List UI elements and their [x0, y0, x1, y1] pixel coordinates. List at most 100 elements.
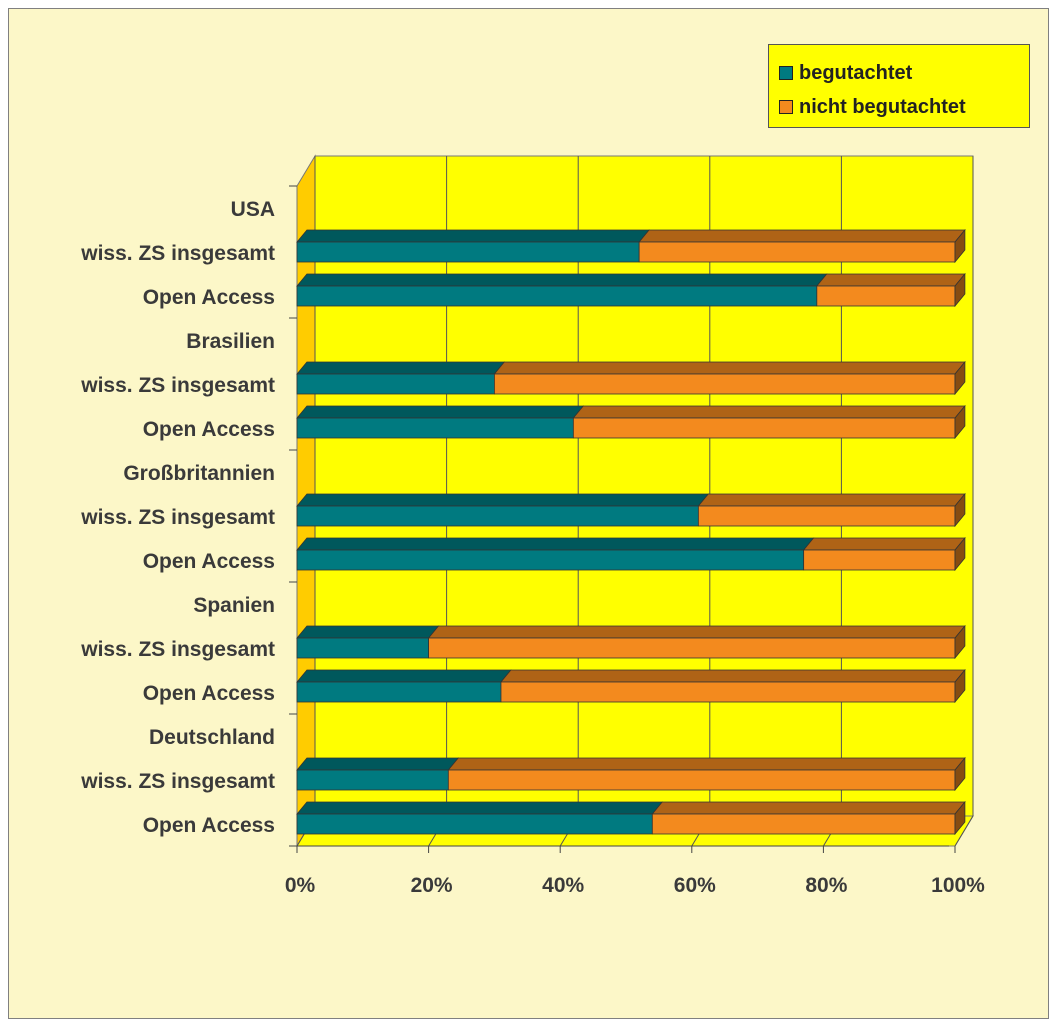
bar-1-7 — [296, 493, 710, 527]
bar-front-face — [697, 505, 956, 527]
bar-2-7 — [697, 492, 966, 528]
bar-side-face — [954, 668, 966, 704]
bar-front-face — [296, 505, 699, 527]
bar-top-face — [697, 493, 966, 507]
bar-1-4 — [296, 361, 506, 395]
bar-2-2 — [815, 272, 966, 308]
bar-top-face — [296, 669, 512, 683]
bar-top-face — [296, 801, 664, 815]
bar-front-face — [296, 549, 805, 571]
bar-2-11 — [500, 668, 966, 704]
bar-1-1 — [296, 229, 650, 263]
bar-2-4 — [493, 360, 966, 396]
bar-top-face — [296, 273, 828, 287]
bar-front-face — [500, 681, 956, 703]
x-tick-label: 40% — [542, 874, 584, 897]
x-tick-label: 0% — [285, 874, 316, 897]
bar-1-11 — [296, 669, 512, 703]
bar-front-face — [296, 813, 653, 835]
bar-top-face — [296, 537, 815, 551]
x-tick-label: 60% — [674, 874, 716, 897]
category-label: Brasilien — [186, 330, 275, 353]
bar-front-face — [296, 373, 495, 395]
bar-side-face — [954, 404, 966, 440]
bar-front-face — [651, 813, 956, 835]
legend-swatch-series-1 — [779, 66, 793, 80]
legend-item-series-2: nicht begutachtet — [779, 94, 966, 120]
bar-1-2 — [296, 273, 828, 307]
category-label: wiss. ZS insgesamt — [80, 638, 275, 661]
bar-front-face — [296, 681, 502, 703]
bar-side-face — [954, 272, 966, 308]
bar-1-10 — [296, 625, 440, 659]
x-tick-label: 20% — [411, 874, 453, 897]
x-tick-label: 80% — [805, 874, 847, 897]
bar-2-13 — [447, 756, 966, 792]
bar-front-face — [428, 637, 956, 659]
x-tick-label: 100% — [931, 874, 985, 897]
category-label: wiss. ZS insgesamt — [80, 374, 275, 397]
bar-1-5 — [296, 405, 585, 439]
bar-top-face — [296, 493, 710, 507]
bar-front-face — [572, 417, 956, 439]
bar-top-face — [296, 405, 585, 419]
legend-swatch-series-2 — [779, 100, 793, 114]
category-label: Open Access — [143, 682, 275, 705]
chart-legend: begutachtet nicht begutachtet — [768, 44, 1030, 128]
bar-top-face — [296, 757, 460, 771]
bar-front-face — [638, 241, 956, 263]
category-label: Großbritannien — [123, 462, 275, 485]
category-label: Deutschland — [149, 726, 275, 749]
bar-2-1 — [638, 228, 966, 264]
category-label: Open Access — [143, 550, 275, 573]
bar-top-face — [427, 625, 966, 639]
bar-front-face — [803, 549, 956, 571]
category-label: Open Access — [143, 418, 275, 441]
bar-front-face — [296, 637, 430, 659]
bar-top-face — [802, 537, 966, 551]
bar-1-8 — [296, 537, 815, 571]
bar-front-face — [296, 241, 640, 263]
bar-2-5 — [572, 404, 966, 440]
legend-label-series-1: begutachtet — [799, 61, 913, 84]
category-label: Open Access — [143, 814, 275, 837]
bar-top-face — [500, 669, 966, 683]
bar-1-13 — [296, 757, 460, 791]
category-label: Open Access — [143, 286, 275, 309]
category-label: wiss. ZS insgesamt — [80, 242, 275, 265]
category-label: wiss. ZS insgesamt — [80, 506, 275, 529]
bar-top-face — [447, 757, 966, 771]
bar-top-face — [296, 625, 440, 639]
bar-top-face — [815, 273, 966, 287]
bar-2-10 — [427, 624, 966, 660]
legend-label-series-2: nicht begutachtet — [799, 95, 966, 118]
bar-top-face — [296, 361, 506, 375]
bar-side-face — [954, 756, 966, 792]
bar-front-face — [296, 769, 449, 791]
bar-side-face — [954, 360, 966, 396]
bar-top-face — [296, 229, 650, 243]
bar-top-face — [638, 229, 966, 243]
bar-side-face — [954, 624, 966, 660]
bar-front-face — [816, 285, 956, 307]
bar-front-face — [493, 373, 956, 395]
gridline-floor — [954, 815, 974, 847]
bar-2-8 — [802, 536, 966, 572]
bar-front-face — [447, 769, 956, 791]
bar-side-face — [954, 800, 966, 836]
category-label: Spanien — [193, 594, 275, 617]
bar-top-face — [572, 405, 966, 419]
bar-front-face — [296, 285, 818, 307]
category-label: wiss. ZS insgesamt — [80, 770, 275, 793]
bar-side-face — [954, 536, 966, 572]
category-label: USA — [231, 198, 275, 221]
legend-item-series-1: begutachtet — [779, 60, 912, 86]
bar-2-14 — [651, 800, 966, 836]
bar-side-face — [954, 492, 966, 528]
bar-top-face — [651, 801, 966, 815]
bar-side-face — [954, 228, 966, 264]
bar-1-14 — [296, 801, 664, 835]
bar-front-face — [296, 417, 574, 439]
bar-top-face — [493, 361, 966, 375]
